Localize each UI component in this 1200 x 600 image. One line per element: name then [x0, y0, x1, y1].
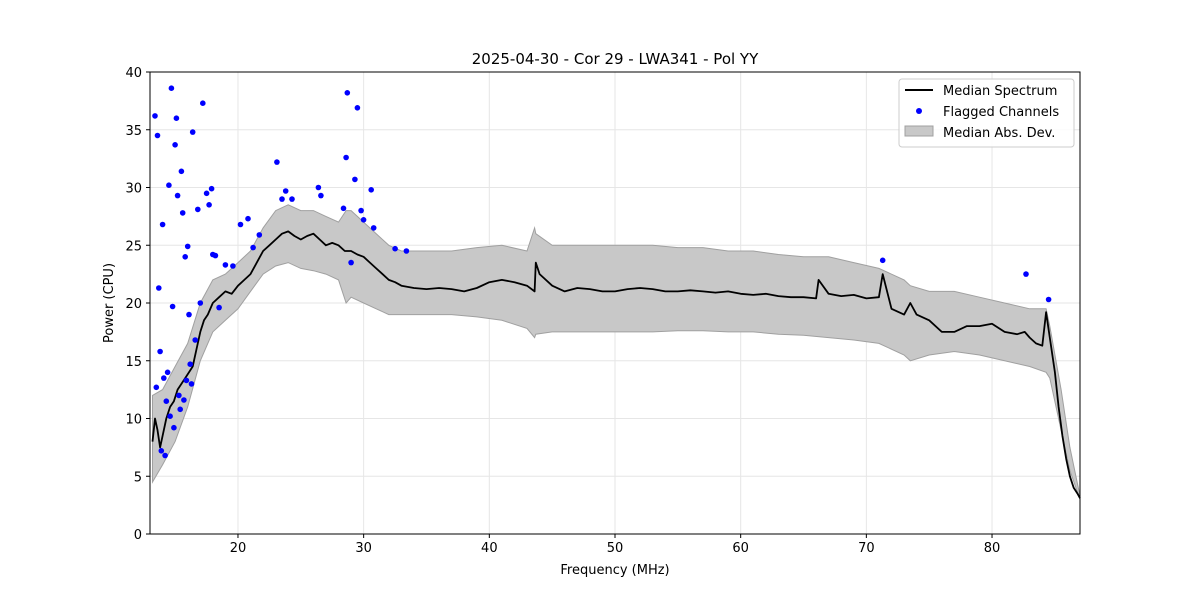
flagged-channel-point	[179, 210, 186, 216]
flagged-channel-point	[164, 369, 171, 376]
flagged-channel-point	[318, 192, 324, 199]
flagged-channel-point	[173, 115, 180, 121]
flagged-channel-point	[250, 244, 256, 251]
y-tick-label: 10	[125, 413, 142, 428]
flagged-channel-point	[348, 259, 354, 266]
flagged-channel-point	[282, 188, 289, 194]
flagged-channel-point	[171, 424, 177, 431]
y-tick-label: 30	[125, 182, 142, 197]
flagged-channel-point	[279, 196, 285, 202]
median-spectrum-line	[151, 230, 1081, 499]
x-tick-label: 30	[355, 541, 372, 556]
flagged-channel-point	[879, 257, 886, 264]
flagged-channel-point	[230, 263, 236, 269]
flagged-channels	[152, 85, 1052, 459]
flagged-channel-point	[159, 221, 166, 228]
legend-mad-swatch	[904, 125, 934, 137]
y-tick-label: 20	[125, 297, 142, 312]
flagged-channel-point	[163, 398, 170, 405]
x-axis-label: Frequency (MHz)	[560, 563, 669, 578]
y-tick-label: 35	[125, 124, 142, 139]
legend-flagged-label: Flagged Channels	[943, 105, 1059, 120]
legend-flagged-swatch	[916, 108, 922, 114]
flagged-channel-point	[212, 252, 219, 259]
x-tick-label: 60	[732, 541, 749, 556]
flagged-channel-point	[176, 392, 182, 399]
legend-mad-label: Median Abs. Dev.	[943, 126, 1055, 141]
flagged-channel-point	[186, 311, 192, 318]
flagged-channel-point	[181, 397, 187, 403]
flagged-channel-point	[168, 85, 175, 91]
flagged-channel-point	[174, 192, 181, 199]
flagged-channel-point	[245, 215, 251, 222]
flagged-channel-point	[166, 182, 172, 188]
flagged-channel-point	[157, 348, 163, 355]
flagged-channel-point	[203, 190, 210, 197]
flagged-channel-point	[237, 221, 244, 228]
x-tick-label: 80	[984, 541, 1001, 556]
legend: Median Spectrum Flagged Channels Median …	[898, 78, 1075, 148]
flagged-channel-point	[167, 413, 173, 420]
y-tick-label: 40	[125, 66, 142, 81]
flagged-channel-point	[187, 361, 193, 368]
flagged-channel-point	[352, 176, 358, 183]
flagged-channel-point	[368, 187, 375, 193]
flagged-channel-point	[197, 300, 204, 306]
flagged-channel-point	[152, 113, 158, 119]
flagged-channel-point	[274, 159, 280, 165]
flagged-channel-point	[178, 168, 185, 175]
flagged-channel-point	[208, 185, 215, 192]
flagged-channel-point	[195, 206, 201, 213]
chart-title: 2025-04-30 - Cor 29 - LWA341 - Pol YY	[472, 50, 759, 68]
flagged-channel-point	[154, 132, 161, 139]
flagged-channel-point	[184, 243, 191, 250]
y-tick-label: 15	[125, 355, 142, 370]
flagged-channel-point	[172, 142, 178, 148]
legend-median-label: Median Spectrum	[943, 84, 1057, 99]
flagged-channel-point	[162, 452, 168, 459]
x-tick-label: 20	[230, 541, 247, 556]
x-tick-label: 50	[607, 541, 624, 556]
y-tick-label: 25	[125, 239, 142, 254]
y-tick-label: 0	[134, 528, 142, 543]
x-tick-label: 40	[481, 541, 498, 556]
flagged-channel-point	[189, 129, 196, 135]
axis-ticks: 20 30 40 50 60 70 80 0 5 10 15 20 25 30 35 40	[125, 66, 1000, 556]
flagged-channel-point	[161, 375, 167, 381]
flagged-channel-point	[169, 303, 176, 310]
flagged-channel-point	[153, 384, 160, 391]
flagged-channel-point	[256, 232, 263, 238]
flagged-channel-point	[192, 337, 198, 343]
flagged-channel-point	[403, 248, 410, 254]
flagged-channel-point	[158, 448, 165, 454]
flagged-channel-point	[354, 105, 361, 111]
flagged-channel-point	[182, 253, 188, 260]
flagged-channel-point	[206, 202, 212, 208]
flagged-channel-point	[222, 262, 229, 268]
flagged-channel-point	[177, 406, 183, 413]
flagged-channel-point	[340, 205, 347, 212]
y-axis-label: Power (CPU)	[102, 263, 117, 343]
flagged-channel-point	[360, 217, 367, 223]
flagged-channel-point	[289, 196, 295, 202]
flagged-channel-point	[183, 377, 190, 384]
flagged-channel-point	[315, 184, 322, 191]
flagged-channel-point	[343, 154, 349, 161]
flagged-channel-point	[344, 90, 351, 96]
flagged-channel-point	[216, 304, 222, 311]
flagged-channel-point	[370, 225, 377, 231]
y-tick-label: 5	[134, 470, 142, 485]
flagged-channel-point	[358, 207, 364, 214]
legend-box	[898, 78, 1075, 148]
flagged-channel-point	[156, 285, 162, 291]
flagged-channel-point	[1023, 271, 1029, 277]
x-tick-label: 70	[858, 541, 875, 556]
flagged-channel-point	[1045, 296, 1052, 303]
flagged-channel-point	[200, 100, 206, 106]
flagged-channel-point	[392, 245, 398, 252]
flagged-channel-point	[188, 381, 195, 387]
